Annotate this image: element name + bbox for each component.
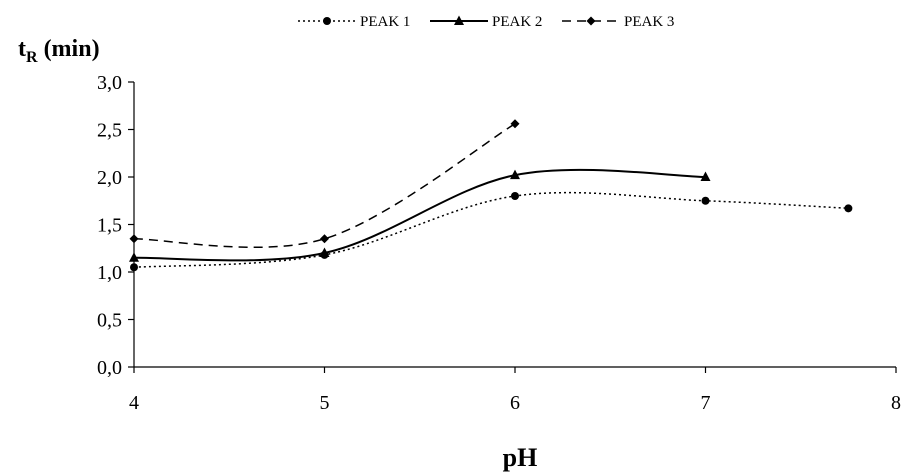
- series-line: [133, 168, 706, 262]
- y-tick-label: 2,0: [97, 167, 122, 189]
- legend: PEAK 1 PEAK 2 PEAK 3: [298, 14, 674, 30]
- data-point: [130, 263, 138, 272]
- x-tick-label: 6: [510, 392, 520, 414]
- data-point: [510, 119, 520, 129]
- y-tick-label: 0,5: [97, 310, 122, 332]
- axes: [128, 81, 897, 373]
- legend-item: PEAK 1: [298, 14, 410, 30]
- series-layer: [129, 119, 853, 272]
- y-axis-title-unit: (min): [44, 36, 100, 62]
- y-axis-title: tR (min): [18, 36, 100, 66]
- legend-label: PEAK 1: [360, 14, 410, 30]
- y-axis-title-main: t: [18, 36, 26, 62]
- x-tick-label: 5: [320, 392, 330, 414]
- data-point: [701, 196, 710, 205]
- y-axis-title-sub: R: [26, 49, 38, 66]
- y-tick-label: 3,0: [97, 72, 122, 94]
- data-point: [844, 204, 853, 213]
- legend-label: PEAK 2: [492, 14, 542, 30]
- tick-labels: 0,0 0,5 1,0 1,5 2,0 2,5 3,0 4 5 6 7 8: [97, 72, 901, 414]
- x-tick-label: 8: [891, 392, 901, 414]
- data-point: [319, 247, 330, 257]
- x-tick-label: 4: [129, 392, 139, 414]
- legend-item: PEAK 2: [430, 14, 542, 30]
- data-point: [129, 252, 139, 262]
- svg-text:tR(min): tR (min): [18, 36, 100, 66]
- data-point: [511, 192, 519, 200]
- x-tick-label: 7: [701, 392, 711, 414]
- legend-label: PEAK 3: [624, 14, 674, 30]
- legend-item: PEAK 3: [562, 14, 674, 30]
- y-tick-label: 0,0: [97, 357, 122, 379]
- data-point: [320, 234, 329, 244]
- legend-swatch-marker: [586, 16, 596, 26]
- data-point: [510, 169, 520, 180]
- series-line: [133, 191, 849, 269]
- y-tick-label: 2,5: [97, 120, 122, 142]
- series-1: [130, 191, 853, 272]
- legend-swatch-marker: [454, 15, 464, 25]
- y-tick-label: 1,5: [97, 215, 122, 237]
- x-axis-title: pH: [503, 443, 538, 472]
- y-tick-label: 1,0: [97, 262, 122, 284]
- series-line: [133, 123, 516, 249]
- series-2: [129, 168, 711, 262]
- data-point: [700, 171, 711, 181]
- data-point: [129, 234, 139, 244]
- series-3: [129, 119, 520, 249]
- legend-swatch-marker: [323, 17, 331, 25]
